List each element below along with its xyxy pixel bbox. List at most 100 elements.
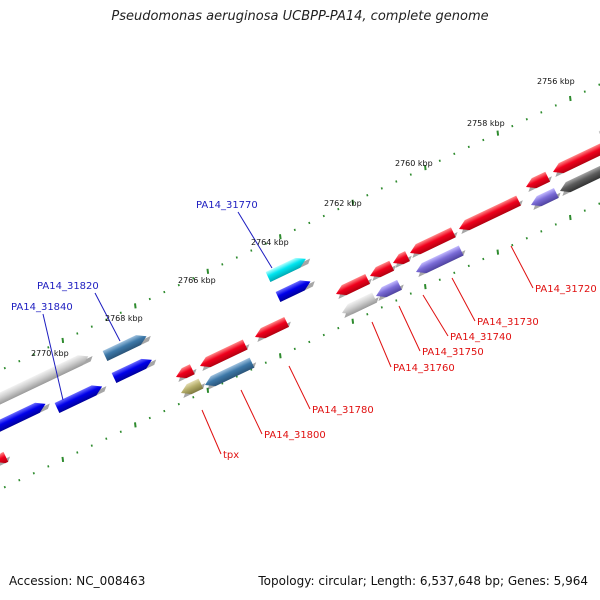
gene-arrow-blue-2[interactable] [54, 380, 108, 413]
inner-ruler-tick [61, 456, 65, 463]
outer-ruler-tick [134, 303, 137, 309]
gene-arrow-pa14-31780[interactable] [198, 338, 251, 371]
tick-label-2760: 2760 kbp [395, 159, 433, 168]
inner-ruler-tick [206, 387, 210, 393]
tick-label-2762: 2762 kbp [324, 199, 362, 208]
gene-label-pa14-31750[interactable]: PA14_31750 [422, 347, 484, 358]
gene-arrow-pa14-31840[interactable] [0, 397, 52, 433]
outer-ruler-tick [569, 95, 572, 102]
outer-ruler-tick [424, 165, 427, 171]
outer-ruler-tick [351, 199, 355, 205]
inner-ruler-tick [496, 249, 500, 255]
outer-ruler-tick [511, 124, 514, 128]
outer-ruler-tick [308, 221, 311, 225]
gene-arrow-gray-1[interactable] [0, 350, 94, 413]
outer-ruler-tick [540, 111, 543, 114]
gene-label-tpx[interactable]: tpx [223, 450, 239, 461]
inner-ruler-tick [293, 347, 296, 351]
gene-arrow-gray-2[interactable] [340, 291, 381, 318]
leader-pa14-31770 [237, 211, 273, 269]
gene-arrow-pa14-31770[interactable] [265, 252, 312, 282]
gene-arrow-red-2[interactable] [253, 315, 293, 342]
tick-label-2766: 2766 kbp [178, 276, 216, 285]
gene-label-pa14-31820[interactable]: PA14_31820 [37, 281, 99, 292]
inner-ruler-tick [337, 326, 340, 330]
gene-arrow-red-edge[interactable] [0, 450, 12, 467]
leader-pa14-31840 [42, 313, 64, 401]
tick-label-2764: 2764 kbp [251, 238, 289, 247]
gene-arrow-pa14-31730[interactable] [408, 226, 460, 258]
tick-label-2758: 2758 kbp [467, 119, 505, 128]
gene-arrow-pa14-31760[interactable] [334, 272, 374, 299]
outer-ruler-tick [554, 104, 557, 107]
outer-ruler-tick [496, 130, 500, 136]
inner-ruler-tick [322, 333, 325, 337]
inner-ruler-tick [134, 422, 137, 428]
gene-arrow-red-5[interactable] [551, 139, 600, 177]
outer-ruler-tick [163, 290, 166, 294]
outer-ruler-tick [409, 173, 412, 176]
outer-ruler-tick [32, 353, 35, 356]
gene-arrow-pa14-31800[interactable] [203, 356, 258, 390]
outer-ruler-tick [322, 214, 325, 218]
inner-ruler-tick [395, 299, 398, 302]
tick-label-2768: 2768 kbp [105, 314, 143, 323]
outer-ruler-tick [61, 337, 65, 344]
inner-ruler-tick [424, 284, 427, 290]
outer-ruler-tick [366, 194, 369, 197]
outer-ruler-tick [148, 297, 151, 301]
gene-label-pa14-31760[interactable]: PA14_31760 [393, 363, 455, 374]
outer-ruler-tick [380, 187, 383, 190]
inner-ruler-tick [351, 318, 355, 324]
gene-arrow-blue-4[interactable] [275, 275, 317, 302]
outer-ruler-tick [206, 268, 210, 274]
inner-ruler-tick [409, 292, 412, 295]
gene-arrow-pa14-31720[interactable] [457, 194, 525, 234]
gene-arrow-pa14-31820[interactable] [102, 330, 153, 361]
gene-layer [0, 139, 600, 467]
inner-ruler-tick [366, 313, 369, 316]
gene-arrow-purple-2[interactable] [414, 244, 467, 277]
inner-ruler-tick [380, 306, 383, 309]
leader-tpx [201, 409, 222, 455]
inner-ruler-tick [47, 465, 50, 468]
inner-ruler-tick [119, 430, 122, 434]
inner-ruler-tick [554, 223, 557, 226]
gene-arrow-red-1[interactable] [174, 363, 199, 382]
gene-arrow-red-4[interactable] [524, 170, 554, 192]
genome-summary-text: Topology: circular; Length: 6,537,648 bp… [258, 574, 588, 588]
gene-label-pa14-31770[interactable]: PA14_31770 [196, 200, 258, 211]
gene-arrow-tpx[interactable] [179, 377, 207, 398]
inner-ruler-tick [569, 214, 572, 221]
gene-label-pa14-31800[interactable]: PA14_31800 [264, 430, 326, 441]
outer-ruler-tick [47, 346, 50, 349]
outer-ruler-tick [250, 249, 253, 252]
gene-arrow-red-3[interactable] [391, 249, 414, 268]
leader-pa14-31750 [398, 305, 421, 352]
leader-pa14-31720 [510, 245, 534, 289]
gene-arrow-pa14-31740[interactable] [374, 278, 406, 301]
inner-ruler-tick [540, 230, 543, 233]
gene-label-pa14-31740[interactable]: PA14_31740 [450, 332, 512, 343]
inner-ruler-tick [3, 485, 6, 489]
leader-pa14-31800 [240, 389, 263, 435]
inner-ruler-tick [90, 444, 93, 447]
leader-pa14-31780 [288, 365, 311, 410]
gene-label-pa14-31840[interactable]: PA14_31840 [11, 302, 73, 313]
position-tick-layer [3, 83, 600, 489]
gene-arrow-pa14-31750[interactable] [368, 259, 398, 281]
outer-ruler-tick [76, 332, 79, 335]
gene-arrow-purple-3[interactable] [529, 186, 563, 210]
gene-arrow-blue-3[interactable] [111, 353, 158, 383]
gene-label-pa14-31730[interactable]: PA14_31730 [477, 317, 539, 328]
outer-ruler-tick [105, 318, 108, 321]
outer-ruler-tick [3, 366, 6, 370]
leader-pa14-31760 [371, 321, 392, 368]
inner-ruler-tick [511, 243, 514, 247]
gene-arrow-darkgray[interactable] [558, 163, 600, 196]
inner-ruler-tick [438, 278, 441, 281]
gene-label-pa14-31780[interactable]: PA14_31780 [312, 405, 374, 416]
inner-ruler-tick [525, 237, 528, 240]
gene-label-pa14-31720[interactable]: PA14_31720 [535, 284, 597, 295]
